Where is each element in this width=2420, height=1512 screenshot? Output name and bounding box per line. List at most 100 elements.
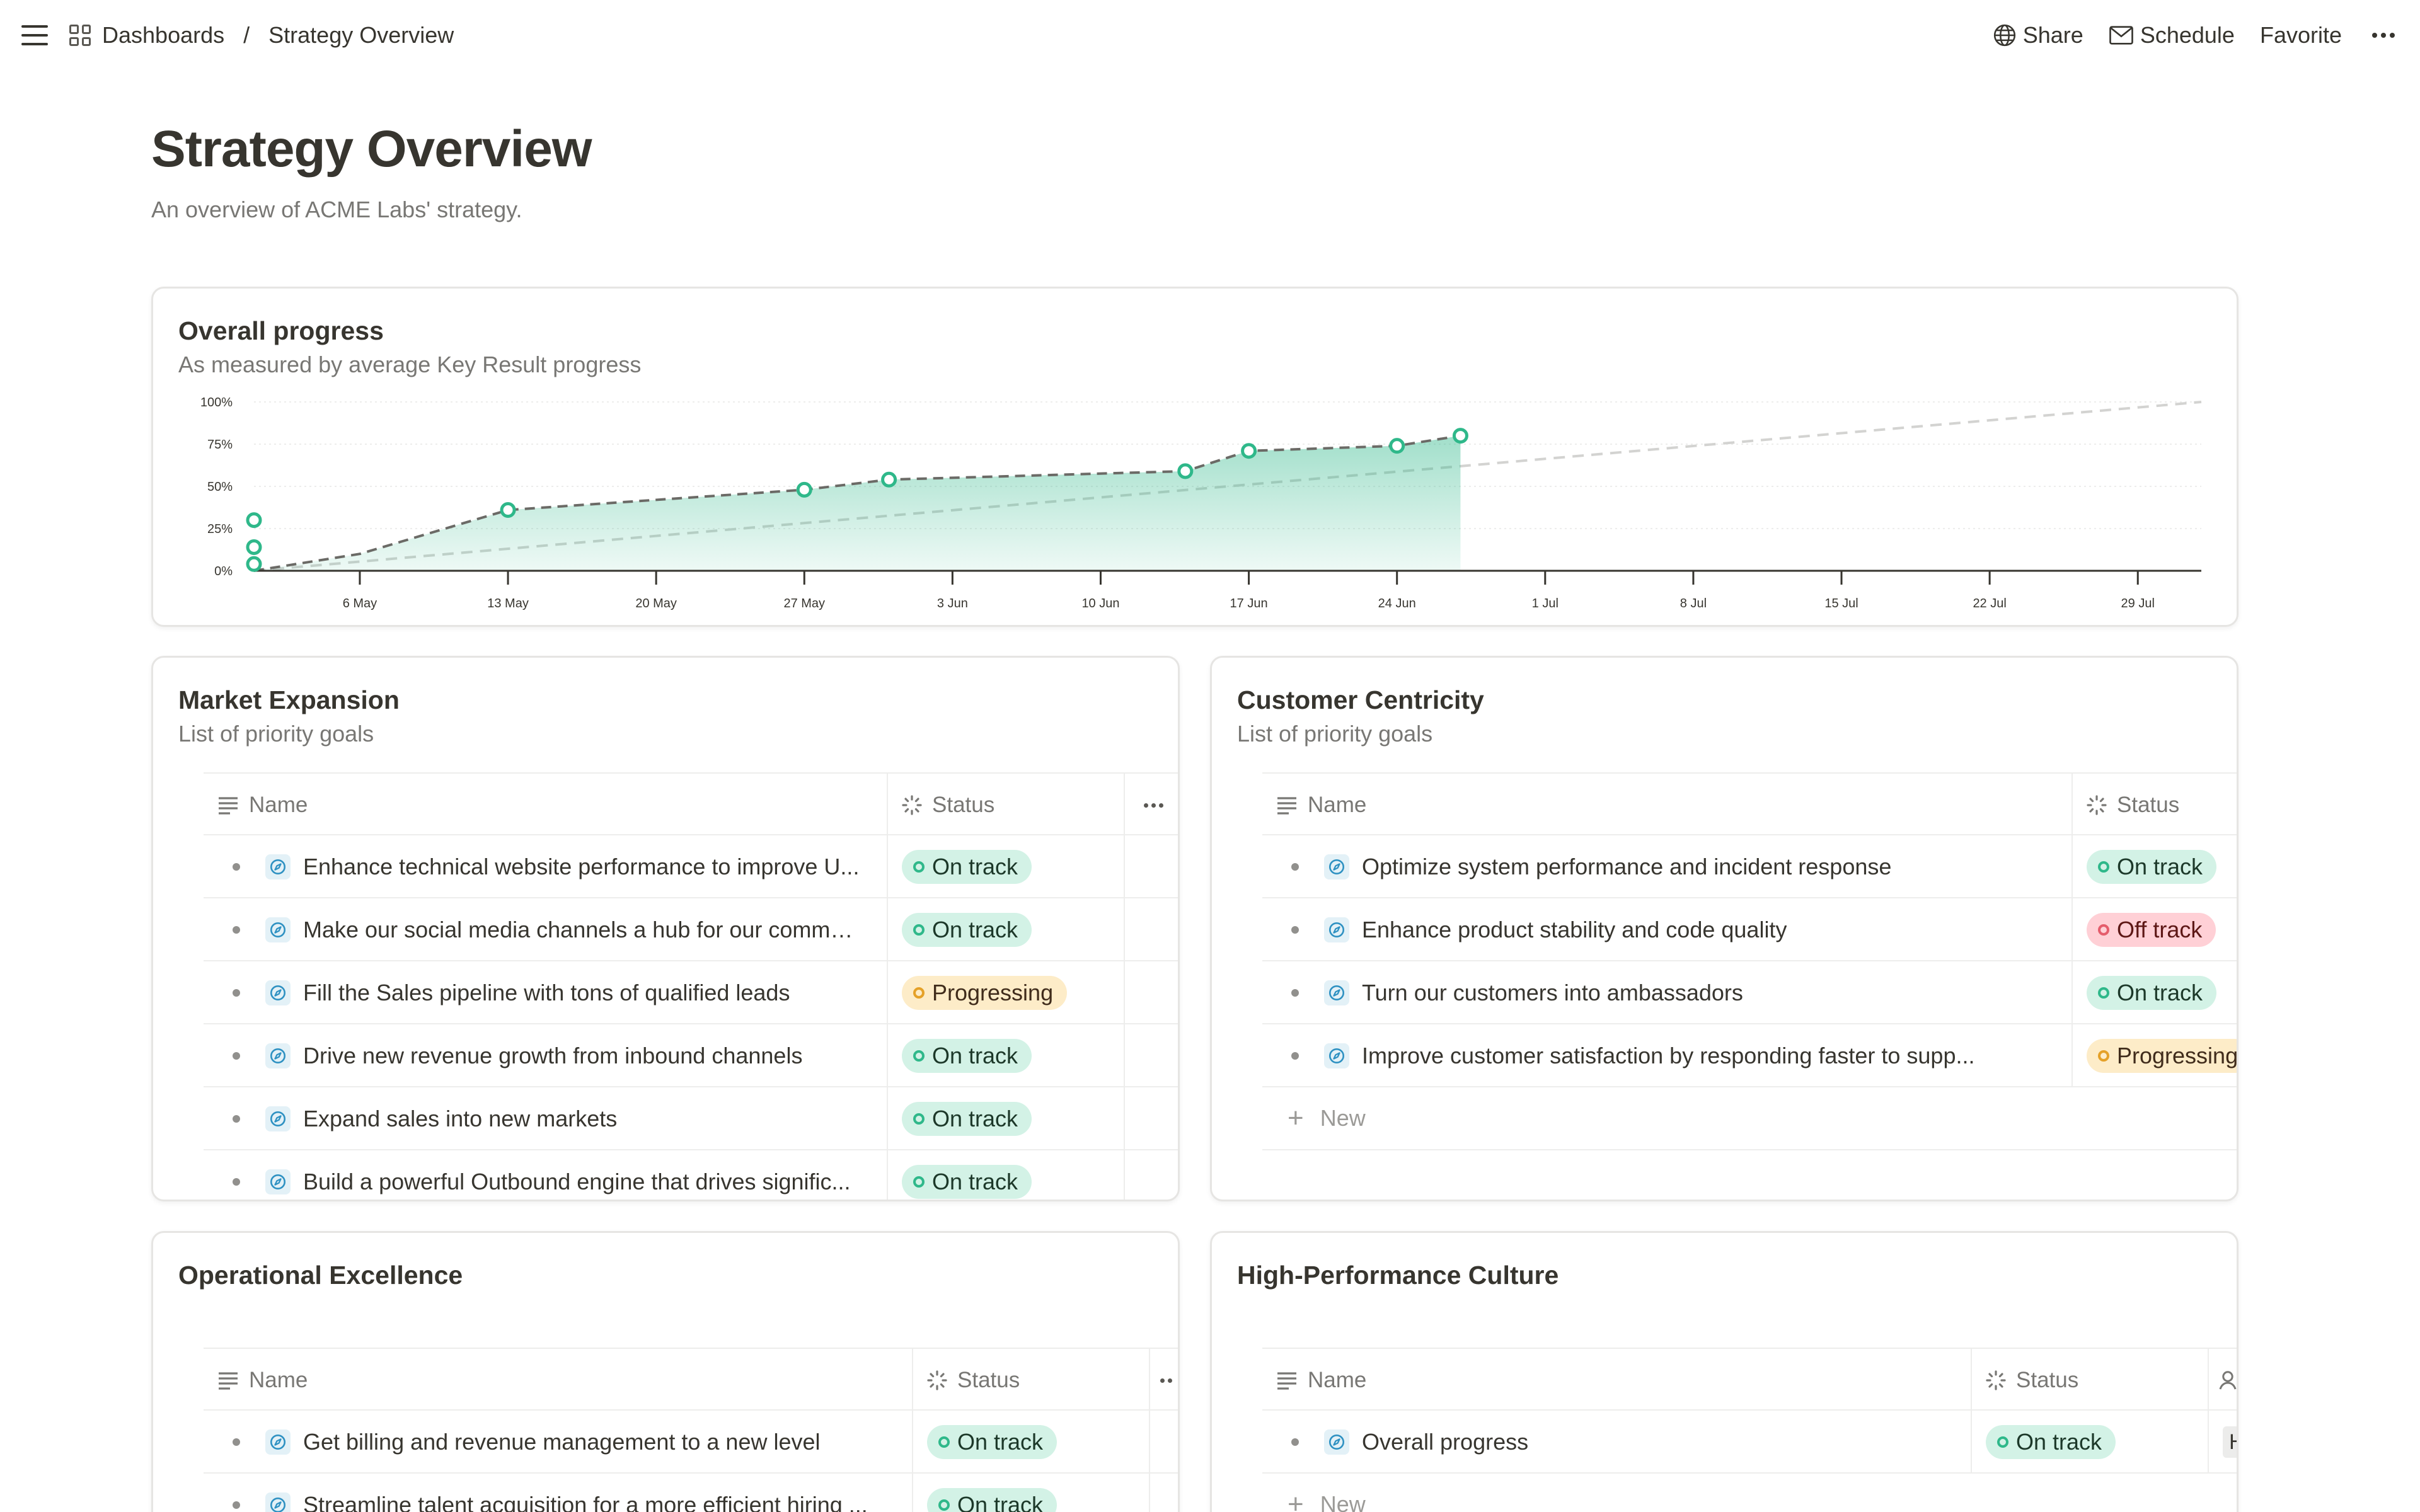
status-cell[interactable]: Off track	[2073, 898, 2237, 961]
x-tick-label: 22 Jul	[1973, 597, 2006, 610]
status-dot-icon	[913, 1176, 925, 1188]
goal-name[interactable]: Enhance product stability and code quali…	[1362, 917, 1787, 942]
extra-cell[interactable]	[1150, 1474, 1178, 1512]
extra-cell[interactable]: H	[2209, 1411, 2237, 1474]
status-cell[interactable]: On track	[888, 898, 1125, 961]
new-row-button[interactable]: + New	[1262, 1474, 2237, 1512]
status-column-header[interactable]: Status	[1972, 1349, 2209, 1412]
goal-name[interactable]: Make our social media channels a hub for…	[303, 917, 861, 942]
extra-cell[interactable]	[1150, 1411, 1178, 1474]
goal-name[interactable]: Turn our customers into ambassadors	[1362, 980, 1743, 1005]
bullet-icon	[233, 1438, 240, 1446]
extra-cell[interactable]	[1125, 1024, 1178, 1087]
goal-name[interactable]: Fill the Sales pipeline with tons of qua…	[303, 980, 790, 1005]
goal-name[interactable]: Expand sales into new markets	[303, 1106, 618, 1131]
table-row[interactable]: Optimize system performance and incident…	[1262, 835, 2237, 898]
status-column-header[interactable]: Status	[2073, 774, 2237, 837]
table-options-button[interactable]	[1150, 1349, 1178, 1412]
goal-name-cell[interactable]: Enhance technical website performance to…	[204, 835, 888, 898]
status-cell[interactable]: On track	[913, 1474, 1150, 1512]
share-button[interactable]: Share	[1993, 22, 2083, 49]
goal-name-cell[interactable]: Overall progress	[1262, 1411, 1972, 1474]
status-cell[interactable]: On track	[913, 1411, 1150, 1474]
goal-name-cell[interactable]: Streamline talent acquisition for a more…	[204, 1474, 913, 1512]
new-row-button[interactable]: + New	[1262, 1087, 2237, 1150]
name-column-header[interactable]: Name	[1262, 1349, 1972, 1412]
status-cell[interactable]: On track	[888, 835, 1125, 898]
favorite-button[interactable]: Favorite	[2260, 22, 2342, 49]
status-dot-icon	[913, 987, 925, 999]
status-label: On track	[957, 1492, 1044, 1512]
goal-name-cell[interactable]: Improve customer satisfaction by respond…	[1262, 1024, 2073, 1087]
status-label: Progressing	[2117, 1043, 2238, 1068]
name-column-header[interactable]: Name	[204, 1349, 913, 1412]
bullet-icon	[1291, 1052, 1299, 1060]
extra-cell[interactable]	[1125, 961, 1178, 1024]
table-row[interactable]: Make our social media channels a hub for…	[204, 898, 1178, 961]
table-row[interactable]: Turn our customers into ambassadors On tr…	[1262, 961, 2237, 1024]
status-cell[interactable]: Progressing	[2073, 1024, 2238, 1087]
table-row[interactable]: Streamline talent acquisition for a more…	[204, 1474, 1178, 1512]
extra-cell[interactable]	[1125, 1150, 1178, 1200]
schedule-button[interactable]: Schedule	[2109, 22, 2235, 49]
table-row[interactable]: Get billing and revenue management to a …	[204, 1411, 1178, 1474]
goal-name[interactable]: Build a powerful Outbound engine that dr…	[303, 1169, 851, 1194]
table-row[interactable]: Enhance technical website performance to…	[204, 835, 1178, 898]
status-dot-icon	[913, 924, 925, 936]
table-row[interactable]: Fill the Sales pipeline with tons of qua…	[204, 961, 1178, 1024]
goal-name[interactable]: Streamline talent acquisition for a more…	[303, 1492, 868, 1512]
goal-name[interactable]: Optimize system performance and incident…	[1362, 854, 1892, 879]
status-cell[interactable]: On track	[2073, 961, 2237, 1024]
goal-name[interactable]: Overall progress	[1362, 1429, 1529, 1455]
table-row[interactable]: Expand sales into new markets On track	[204, 1087, 1178, 1150]
goal-name[interactable]: Enhance technical website performance to…	[303, 854, 860, 879]
status-cell[interactable]: On track	[2073, 835, 2237, 898]
bullet-icon	[233, 926, 240, 934]
status-cell[interactable]: On track	[888, 1024, 1125, 1087]
goal-name[interactable]: Get billing and revenue management to a …	[303, 1429, 821, 1455]
goal-name-cell[interactable]: Enhance product stability and code quali…	[1262, 898, 2073, 961]
name-column-header[interactable]: Name	[1262, 774, 2073, 837]
bullet-icon	[1291, 863, 1299, 871]
table-row[interactable]: Drive new revenue growth from inbound ch…	[204, 1024, 1178, 1087]
goal-name-cell[interactable]: Expand sales into new markets	[204, 1087, 888, 1150]
table-options-button[interactable]	[1125, 774, 1178, 837]
table-header-row: Name Status	[1262, 1348, 2237, 1412]
status-cell[interactable]: Progressing	[888, 961, 1125, 1024]
status-cell[interactable]: On track	[888, 1150, 1125, 1200]
compass-icon	[265, 1043, 291, 1068]
status-label: On track	[2016, 1429, 2102, 1455]
goal-name[interactable]: Drive new revenue growth from inbound ch…	[303, 1043, 803, 1068]
breadcrumb-dashboards[interactable]: Dashboards	[69, 22, 224, 49]
goal-name-cell[interactable]: Get billing and revenue management to a …	[204, 1411, 913, 1474]
goal-name-cell[interactable]: Fill the Sales pipeline with tons of qua…	[204, 961, 888, 1024]
goal-name-cell[interactable]: Drive new revenue growth from inbound ch…	[204, 1024, 888, 1087]
extra-cell[interactable]	[1125, 835, 1178, 898]
extra-cell[interactable]	[1125, 1087, 1178, 1150]
table-row[interactable]: Overall progress On track H	[1262, 1411, 2237, 1474]
status-cell[interactable]: On track	[888, 1087, 1125, 1150]
goal-name-cell[interactable]: Build a powerful Outbound engine that dr…	[204, 1150, 888, 1200]
compass-icon	[1324, 917, 1349, 942]
menu-icon[interactable]	[19, 21, 50, 49]
status-column-header[interactable]: Status	[888, 774, 1125, 837]
table-row[interactable]: Improve customer satisfaction by respond…	[1262, 1024, 2238, 1087]
owner-column-header[interactable]	[2209, 1349, 2237, 1412]
status-badge: On track	[1986, 1425, 2116, 1459]
breadcrumb-current[interactable]: Strategy Overview	[268, 22, 454, 49]
goal-name-cell[interactable]: Make our social media channels a hub for…	[204, 898, 888, 961]
name-column-header[interactable]: Name	[204, 774, 888, 837]
more-options-icon[interactable]	[2372, 33, 2395, 38]
table-row[interactable]: Build a powerful Outbound engine that dr…	[204, 1150, 1178, 1200]
goal-name-cell[interactable]: Optimize system performance and incident…	[1262, 835, 2073, 898]
table-row[interactable]: Enhance product stability and code quali…	[1262, 898, 2237, 961]
status-column-header[interactable]: Status	[913, 1349, 1150, 1412]
new-row-label: New	[1320, 1105, 1366, 1131]
goal-name[interactable]: Improve customer satisfaction by respond…	[1362, 1043, 1975, 1068]
owner-chip[interactable]: H	[2223, 1426, 2237, 1458]
extra-cell[interactable]	[1125, 898, 1178, 961]
goal-name-cell[interactable]: Turn our customers into ambassadors	[1262, 961, 2073, 1024]
compass-icon	[265, 1429, 291, 1455]
share-label: Share	[2022, 22, 2083, 48]
status-cell[interactable]: On track	[1972, 1411, 2209, 1474]
